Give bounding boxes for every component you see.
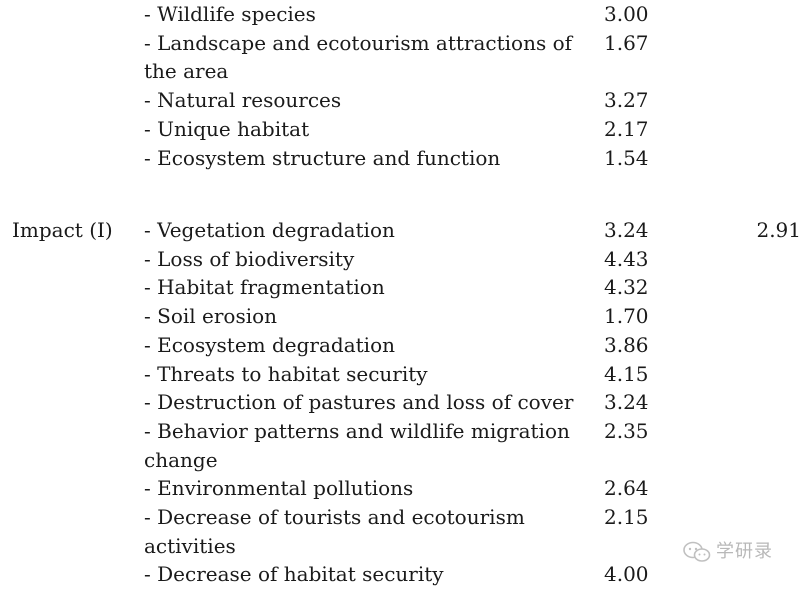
item-cell: - Threats to habitat security <box>144 361 428 386</box>
value-cell: 1.70 <box>604 304 649 329</box>
mean-cell: 2.91 <box>756 218 801 242</box>
item-cell: - Wildlife species <box>144 2 316 26</box>
value-cell: 4.43 <box>604 246 649 271</box>
value-cell: 2.15 <box>604 505 649 530</box>
table-row: - Threats to habitat security 4.15 <box>0 360 809 389</box>
value-cell: 4.00 <box>604 562 649 587</box>
table-group-impact: Impact (I) - Vegetation degradation 3.24… <box>0 216 809 589</box>
table-row: - Unique habitat 2.17 <box>0 115 809 144</box>
table-group-attributes: - Wildlife species 3.00 - Landscape and … <box>0 0 809 172</box>
watermark-text: 学研录 <box>716 540 773 562</box>
item-cell: - Loss of biodiversity <box>144 246 355 271</box>
table-row: - Destruction of pastures and loss of co… <box>0 388 809 417</box>
item-cell: - Landscape and ecotourism attractions o… <box>144 30 573 84</box>
item-cell: - Behavior patterns and wildlife migrati… <box>144 418 570 472</box>
value-cell: 4.15 <box>604 361 649 386</box>
item-cell: - Unique habitat <box>144 116 310 141</box>
value-cell: 2.64 <box>604 476 649 501</box>
value-cell: 2.17 <box>604 116 649 141</box>
table-row: - Ecosystem degradation 3.86 <box>0 331 809 360</box>
value-cell: 4.32 <box>604 275 649 300</box>
value-cell: 3.00 <box>604 2 649 26</box>
table-row: - Loss of biodiversity 4.43 <box>0 245 809 274</box>
table-row: - Soil erosion 1.70 <box>0 302 809 331</box>
table-row: - Habitat fragmentation 4.32 <box>0 273 809 302</box>
category-cell: Impact (I) <box>12 218 113 242</box>
item-cell: - Ecosystem structure and function <box>144 145 501 170</box>
item-cell: - Vegetation degradation <box>144 218 395 242</box>
value-cell: 3.24 <box>604 390 649 415</box>
item-cell: - Soil erosion <box>144 304 278 329</box>
wechat-icon <box>682 540 712 564</box>
value-cell: 1.67 <box>604 30 649 55</box>
value-cell: 2.35 <box>604 418 649 443</box>
item-cell: - Habitat fragmentation <box>144 275 385 300</box>
table-row: - Environmental pollutions 2.64 <box>0 474 809 503</box>
value-cell: 3.86 <box>604 332 649 357</box>
table-row: - Landscape and ecotourism attractions o… <box>0 29 809 86</box>
table-row: Impact (I) - Vegetation degradation 3.24… <box>0 216 809 245</box>
table-row: - Behavior patterns and wildlife migrati… <box>0 417 809 474</box>
table-row: - Ecosystem structure and function 1.54 <box>0 144 809 173</box>
item-cell: - Decrease of habitat security <box>144 562 444 587</box>
item-cell: - Ecosystem degradation <box>144 332 395 357</box>
item-cell: - Environmental pollutions <box>144 476 414 501</box>
table-row: - Natural resources 3.27 <box>0 86 809 115</box>
table-row: - Wildlife species 3.00 <box>0 0 809 29</box>
item-cell: - Destruction of pastures and loss of co… <box>144 390 574 415</box>
value-cell: 3.24 <box>604 218 649 242</box>
watermark: 学研录 <box>682 538 773 566</box>
table-row: - Decrease of habitat security 4.00 <box>0 560 809 589</box>
item-cell: - Decrease of tourists and ecotourism ac… <box>144 505 525 558</box>
table-row: - Decrease of tourists and ecotourism ac… <box>0 503 809 560</box>
item-cell: - Natural resources <box>144 88 342 113</box>
value-cell: 1.54 <box>604 145 649 170</box>
value-cell: 3.27 <box>604 88 649 113</box>
